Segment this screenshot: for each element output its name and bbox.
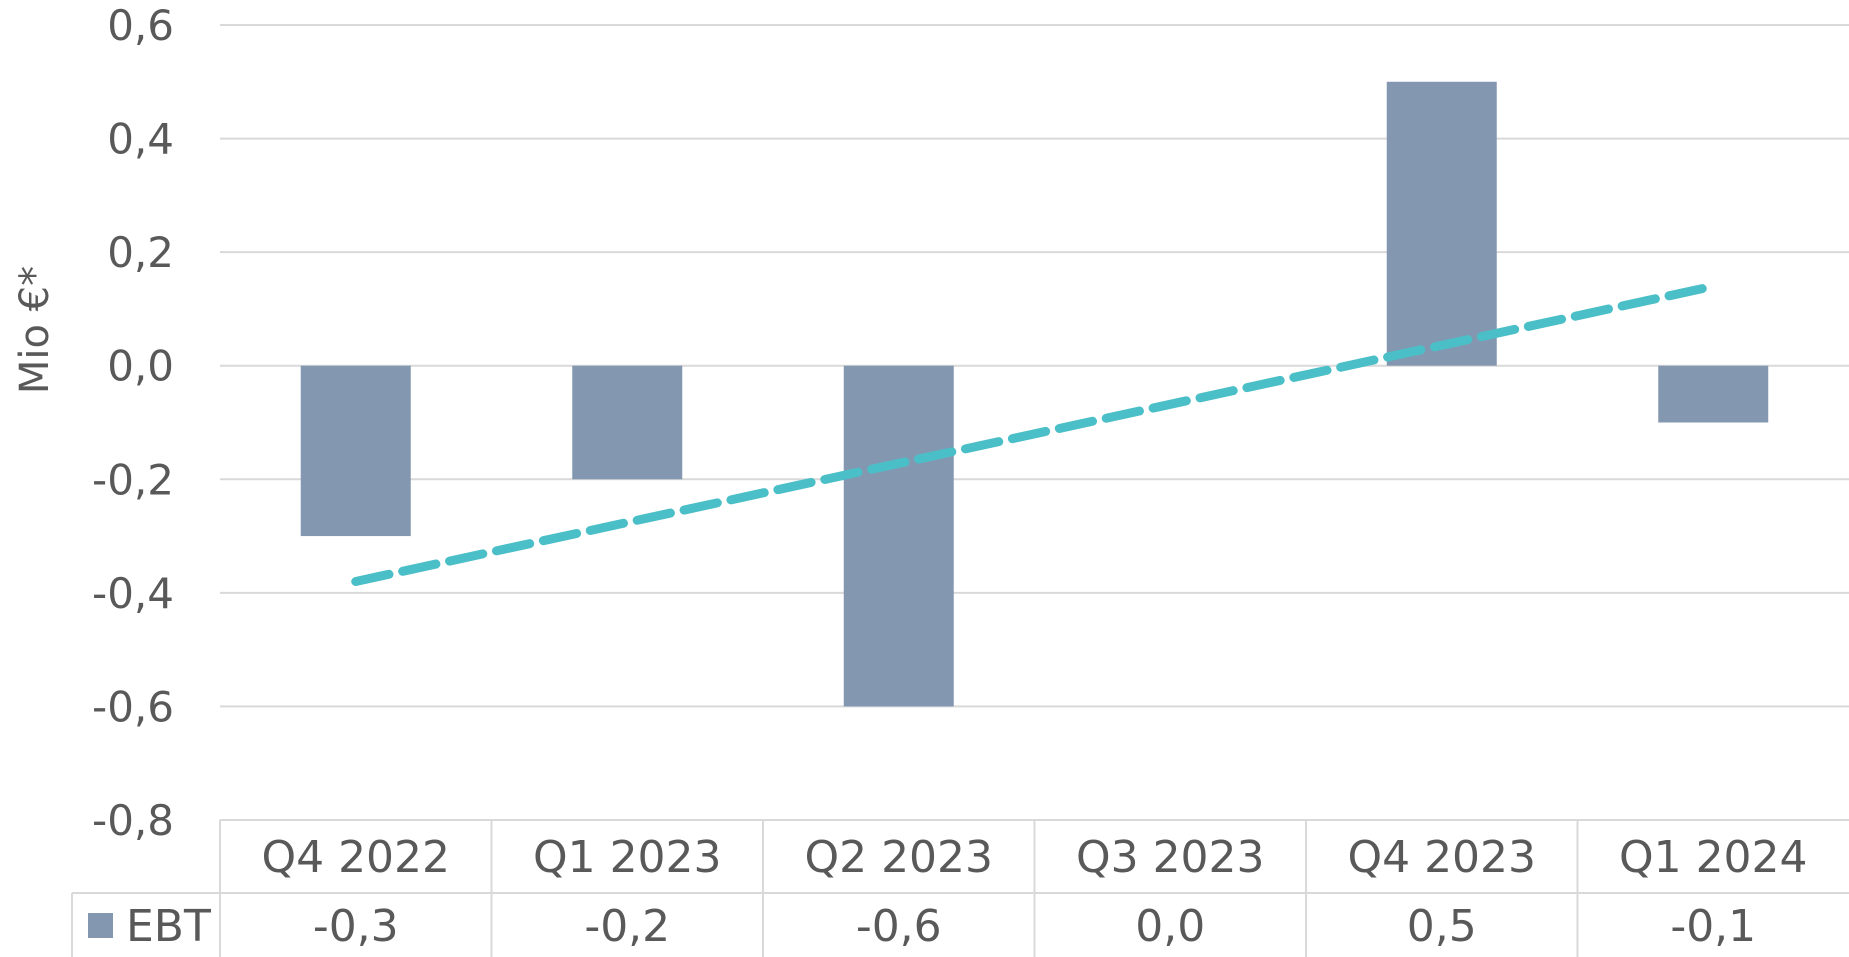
y-tick-label: 0,4	[107, 115, 174, 164]
bar-q1-2023	[572, 365, 683, 480]
category-label: Q3 2023	[1076, 832, 1265, 883]
category-label: Q1 2024	[1619, 832, 1808, 883]
bars	[300, 81, 1769, 707]
y-tick-label: -0,6	[92, 682, 174, 731]
legend-swatch-ebt	[88, 913, 113, 938]
data-table-value: -0,3	[313, 901, 399, 952]
y-tick-label: 0,0	[107, 342, 174, 391]
bar-q2-2023	[843, 365, 954, 707]
y-tick-label: -0,4	[92, 569, 174, 618]
category-label: Q4 2022	[261, 832, 450, 883]
y-tick-label: -0,2	[92, 455, 174, 504]
category-label: Q4 2023	[1347, 832, 1536, 883]
data-table-value: -0,2	[584, 901, 670, 952]
legend: EBT	[88, 901, 211, 952]
y-axis-ticks: 0,6 0,4 0,2 0,0 -0,2 -0,4 -0,6 -0,8	[92, 1, 174, 845]
legend-label-ebt: EBT	[126, 901, 211, 952]
y-tick-label: -0,8	[92, 796, 174, 845]
trendline	[351, 281, 1718, 586]
data-table-value: 0,0	[1135, 901, 1205, 952]
category-label: Q2 2023	[804, 832, 993, 883]
y-axis-label: Mio €*	[12, 266, 58, 394]
bar-q4-2022	[300, 365, 411, 537]
category-label: Q1 2023	[533, 832, 722, 883]
bar-q4-2023	[1386, 81, 1497, 366]
gridlines	[220, 24, 1849, 708]
y-tick-label: 0,6	[107, 1, 174, 50]
bar-q1-2024	[1658, 365, 1769, 423]
data-table-value: 0,5	[1407, 901, 1477, 952]
data-table-value: -0,6	[856, 901, 942, 952]
data-table: Q4 2022 -0,3 Q1 2023 -0,2 Q2 2023 -0,6 Q3 2023…	[71, 819, 1849, 957]
y-tick-label: 0,2	[107, 228, 174, 277]
data-table-value: -0,1	[1670, 901, 1756, 952]
